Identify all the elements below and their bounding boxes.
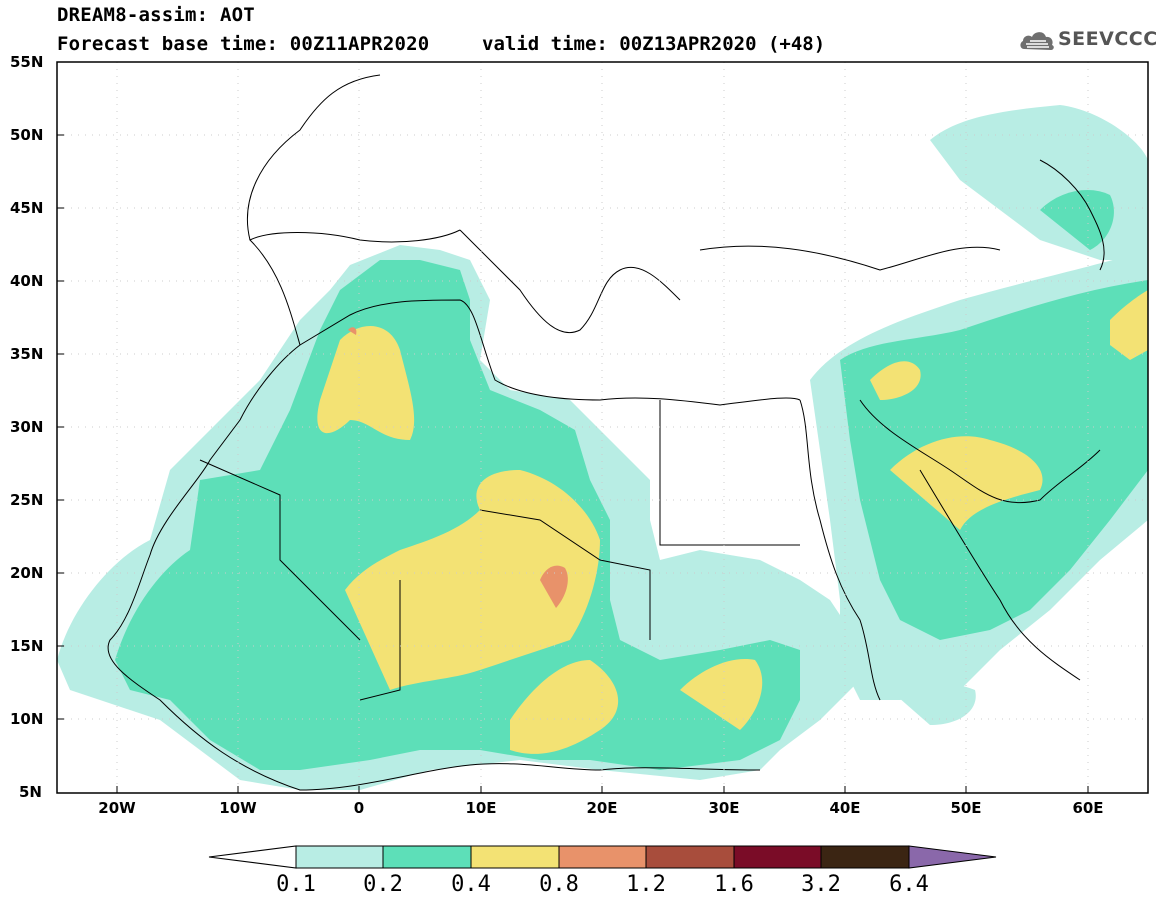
lat-label-20n: 20N — [10, 564, 44, 582]
colorbar-min-arrow — [208, 845, 297, 869]
aot-field — [57, 105, 1148, 790]
colorbar-label: 3.2 — [801, 872, 841, 897]
lon-label-10w: 10W — [219, 799, 257, 817]
colorbar — [208, 845, 997, 869]
colorbar-bin-1 — [295, 845, 384, 869]
aot-region-atlas-high — [317, 326, 415, 440]
colorbar-bin-3 — [470, 845, 560, 869]
axis-ticks — [57, 61, 1089, 793]
aot-region-sahara-mid — [115, 260, 800, 770]
aot-region-morocco-peak — [348, 327, 357, 335]
aot-region-central-high — [510, 660, 619, 754]
colorbar-label: 6.4 — [889, 872, 929, 897]
colorbar-max-arrow — [908, 845, 997, 869]
lon-label-30e: 30E — [708, 799, 740, 817]
chart-title: DREAM8-assim: AOT — [57, 4, 255, 26]
aot-region-chad-high — [345, 470, 600, 690]
aot-region-caucasus-mid — [1040, 190, 1114, 250]
colorbar-label: 1.6 — [714, 872, 754, 897]
aot-region-horn-light — [890, 682, 976, 725]
lat-label-45n: 45N — [10, 199, 44, 217]
lat-label-30n: 30N — [10, 418, 44, 436]
lon-label-0: 0 — [353, 799, 365, 817]
lon-label-10e: 10E — [465, 799, 497, 817]
lat-label-55n: 55N — [10, 53, 44, 71]
lon-label-50e: 50E — [950, 799, 982, 817]
colorbar-label: 0.4 — [451, 872, 491, 897]
lat-label-25n: 25N — [10, 491, 44, 509]
forecast-base-time: Forecast base time: 00Z11APR2020 — [57, 33, 430, 55]
colorbar-label: 0.8 — [539, 872, 579, 897]
colorbar-label: 0.2 — [363, 872, 403, 897]
lon-label-60e: 60E — [1072, 799, 1104, 817]
coastlines — [107, 74, 1105, 791]
lon-label-20e: 20E — [586, 799, 618, 817]
aot-region-iran-high — [1110, 290, 1148, 360]
lat-label-50n: 50N — [10, 126, 44, 144]
logo-text: SEEVCCC — [1058, 28, 1158, 50]
lat-label-15n: 15N — [10, 637, 44, 655]
colorbar-bin-4 — [558, 845, 647, 869]
cloud-icon — [1020, 32, 1054, 50]
lon-label-40e: 40E — [829, 799, 861, 817]
aot-region-gulf-high — [890, 436, 1043, 530]
aot-region-caspian-light — [930, 105, 1148, 260]
lat-label-10n: 10N — [10, 710, 44, 728]
lat-label-5n: 5N — [19, 783, 42, 801]
lon-label-20w: 20W — [98, 799, 136, 817]
aot-region-bodele-peak — [540, 565, 568, 608]
aot-region-iraq-high — [870, 361, 921, 400]
colorbar-bin-5 — [645, 845, 735, 869]
lat-label-40n: 40N — [10, 272, 44, 290]
colorbar-bin-7 — [820, 845, 910, 869]
aot-region-sudan-high — [680, 659, 763, 730]
colorbar-bin-6 — [733, 845, 822, 869]
colorbar-label: 1.2 — [626, 872, 666, 897]
lat-label-35n: 35N — [10, 345, 44, 363]
valid-time: valid time: 00Z13APR2020 (+48) — [482, 33, 826, 55]
graticule — [57, 62, 1148, 793]
colorbar-bin-2 — [382, 845, 472, 869]
colorbar-label: 0.1 — [276, 872, 316, 897]
